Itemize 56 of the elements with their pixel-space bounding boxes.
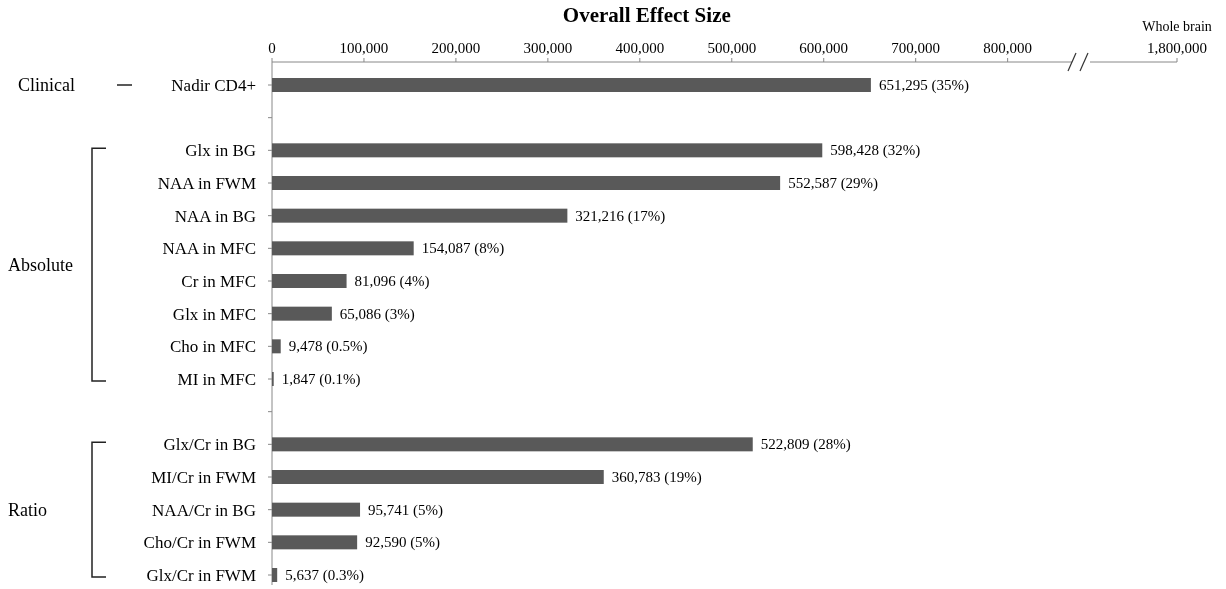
y-tick-label: Cho in MFC (170, 337, 256, 357)
bar (272, 437, 753, 452)
data-label: 5,637 (0.3%) (285, 567, 364, 584)
bar (272, 176, 781, 190)
y-tick-label: Nadir CD4+ (171, 76, 256, 95)
x-tick-label: 700,000 (891, 40, 941, 56)
chart-title: Overall Effect Size (562, 3, 731, 27)
text: Clinical (18, 75, 75, 95)
bar (272, 535, 358, 550)
bar (272, 339, 281, 354)
data-label: 154,087 (8%) (421, 240, 505, 258)
data-label: 598,428 (32%) (830, 142, 921, 160)
y-tick-label: NAA in BG (174, 206, 256, 226)
x-tick-label: 800,000 (983, 40, 1033, 56)
y-tick-label: NAA/Cr in BG (152, 500, 256, 520)
x-tick-label: 100,000 (339, 40, 389, 56)
data-label: 1,847 (0.1%) (281, 371, 361, 388)
data-label: 552,587 (29%) (788, 175, 879, 192)
text: Absolute (8, 254, 74, 275)
data-label: 9,478 (0.5%) (288, 338, 368, 356)
bar (272, 208, 568, 223)
x-tick-label: 600,000 (799, 40, 849, 56)
data-label: 81,096 (4%) (354, 273, 430, 290)
y-tick-label: Cho/Cr in FWM (143, 533, 256, 553)
bar (272, 568, 278, 582)
bar (272, 502, 361, 517)
bar (272, 470, 604, 484)
x-tick-label: 0 (268, 40, 276, 56)
bar (272, 78, 871, 92)
text: Ratio (8, 499, 47, 520)
y-tick-label: NAA in MFC (162, 239, 256, 259)
y-tick-label: NAA in FWM (157, 174, 256, 193)
data-label: 95,741 (5%) (368, 501, 444, 519)
data-label: 65,086 (3%) (339, 305, 415, 323)
y-tick-label: MI/Cr in FWM (151, 468, 256, 487)
y-tick-label: Glx in MFC (172, 304, 256, 324)
x-tick-label: 300,000 (523, 40, 573, 56)
data-label: 92,590 (5%) (365, 534, 441, 552)
data-label: 651,295 (35%) (878, 77, 969, 94)
x-tick-label: 200,000 (431, 40, 481, 56)
data-label: 321,216 (17%) (575, 207, 666, 225)
y-tick-label: MI in MFC (177, 370, 256, 389)
bar (272, 306, 332, 321)
data-label: 522,809 (28%) (760, 436, 851, 454)
x-tick-label: 500,000 (707, 40, 757, 56)
bar (272, 241, 414, 256)
y-tick-label: Glx in BG (185, 141, 256, 161)
y-tick-label: Cr in MFC (181, 272, 256, 291)
y-tick-label: Glx/Cr in BG (163, 435, 256, 455)
y-tick-label: Glx/Cr in FWM (146, 566, 256, 585)
x-tick-label: 400,000 (615, 40, 665, 56)
bar (272, 274, 347, 288)
text: 1,800,000 (1147, 40, 1207, 56)
bar (272, 143, 823, 158)
data-label: 360,783 (19%) (611, 469, 702, 486)
text: Whole brain (1142, 19, 1212, 34)
